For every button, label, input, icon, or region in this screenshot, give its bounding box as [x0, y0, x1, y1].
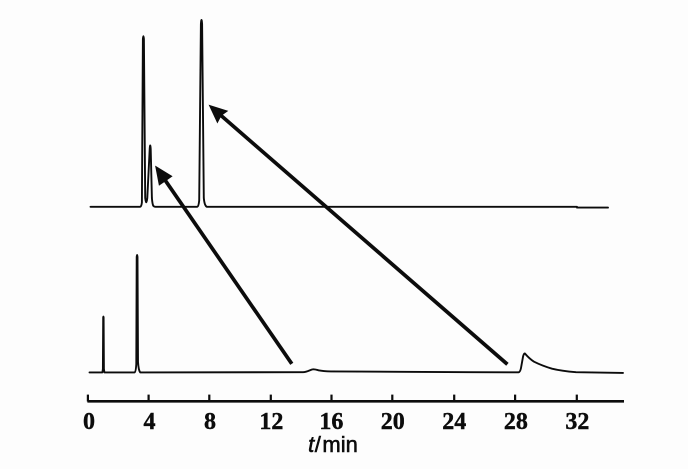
svg-text:t/min: t/min — [308, 432, 358, 457]
svg-text:8: 8 — [204, 409, 216, 435]
svg-text:20: 20 — [381, 409, 405, 435]
svg-text:12: 12 — [259, 409, 283, 435]
svg-text:0: 0 — [83, 409, 95, 435]
svg-text:16: 16 — [319, 409, 343, 435]
svg-text:28: 28 — [504, 409, 528, 435]
svg-text:24: 24 — [442, 409, 466, 435]
svg-text:32: 32 — [565, 409, 589, 435]
svg-text:4: 4 — [144, 409, 156, 435]
